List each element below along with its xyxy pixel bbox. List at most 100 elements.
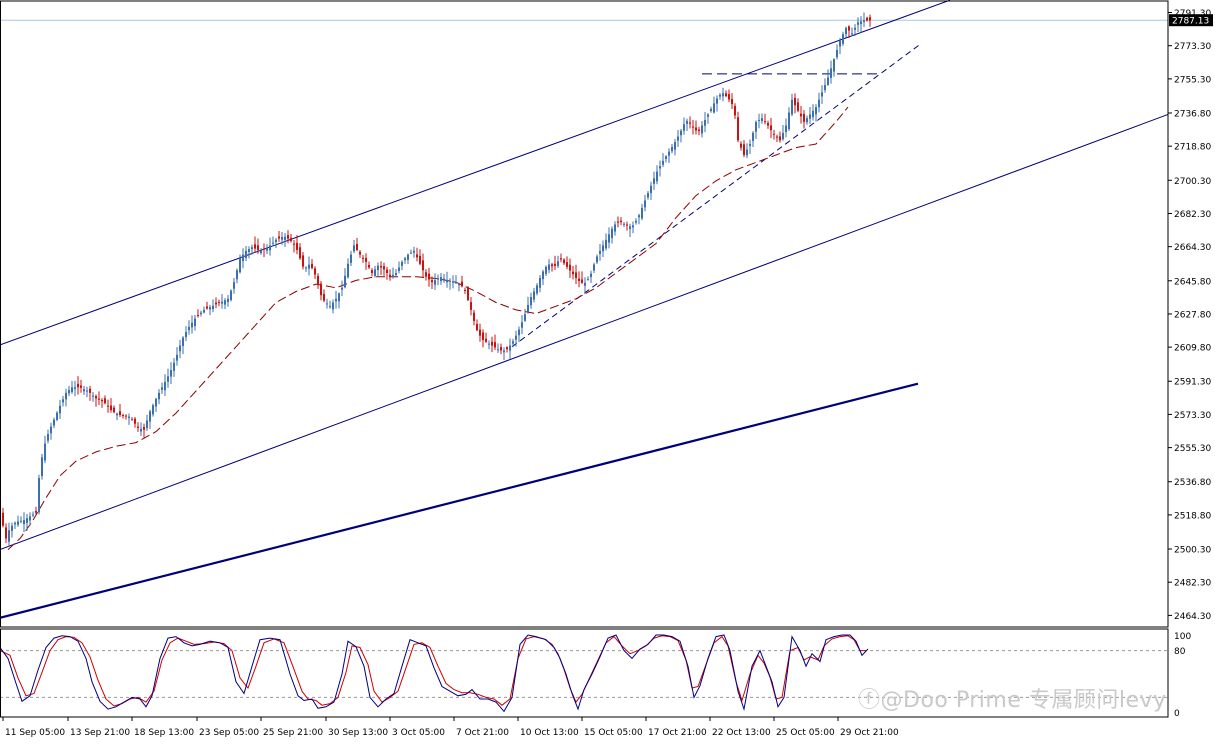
candle-up <box>248 249 250 253</box>
candle-down <box>113 407 115 413</box>
candle-up <box>497 349 499 351</box>
candle-down <box>365 258 367 262</box>
candle-down <box>797 102 799 111</box>
price-tick-label: 2500.30 <box>1174 546 1211 556</box>
candle-down <box>794 97 796 106</box>
channel-line-lower <box>0 113 1169 551</box>
candle-up <box>656 171 658 182</box>
candle-down <box>581 279 583 283</box>
candle-up <box>719 94 721 97</box>
candle-up <box>602 245 604 252</box>
candle-up <box>503 350 505 353</box>
candle-up <box>11 525 13 531</box>
candle-up <box>242 254 244 262</box>
price-tick-label: 2700.30 <box>1174 177 1211 187</box>
candle-down <box>383 266 385 270</box>
candle-up <box>557 261 559 266</box>
candle-up <box>662 160 664 165</box>
candle-down <box>215 302 217 305</box>
candle-down <box>125 415 127 417</box>
price-tick-label: 2536.80 <box>1174 478 1211 488</box>
candle-up <box>842 34 844 44</box>
candle-up <box>20 520 22 522</box>
candle-down <box>110 405 112 411</box>
candle-up <box>407 254 409 260</box>
stochastic-signal-line <box>0 635 866 707</box>
candle-up <box>524 314 526 321</box>
candle-up <box>335 298 337 302</box>
candle-up <box>839 40 841 47</box>
candle-up <box>200 312 202 315</box>
candle-up <box>50 426 52 434</box>
candle-up <box>827 77 829 85</box>
candle-down <box>740 143 742 148</box>
candle-up <box>446 279 448 283</box>
candle-up <box>449 280 451 282</box>
candle-up <box>281 237 283 240</box>
time-tick-label: 3 Oct 05:00 <box>392 728 445 738</box>
candle-up <box>140 428 142 432</box>
candle-down <box>77 383 79 388</box>
candle-up <box>353 245 355 252</box>
candle-up <box>182 337 184 346</box>
candle-up <box>65 392 67 400</box>
candle-up <box>269 245 271 251</box>
candle-down <box>137 426 139 428</box>
candle-up <box>788 112 790 130</box>
candle-up <box>152 405 154 415</box>
candle-up <box>251 247 253 250</box>
price-tick-label: 2645.80 <box>1174 277 1211 287</box>
candle-down <box>104 398 106 404</box>
candle-up <box>857 22 859 25</box>
candle-up <box>14 522 16 525</box>
current-price-badge <box>1169 14 1213 27</box>
candle-up <box>326 303 328 305</box>
candle-down <box>122 415 124 417</box>
candle-up <box>710 108 712 111</box>
candle-down <box>368 264 370 268</box>
candle-down <box>362 257 364 259</box>
candle-up <box>173 362 175 371</box>
candle-up <box>53 419 55 426</box>
candle-down <box>293 243 295 245</box>
candle-down <box>386 269 388 274</box>
candle-down <box>323 293 325 301</box>
candle-down <box>422 260 424 271</box>
candle-up <box>860 21 862 25</box>
candle-up <box>539 277 541 288</box>
candle-down <box>389 274 391 277</box>
candle-up <box>71 387 73 393</box>
candle-up <box>452 281 454 283</box>
candle-up <box>632 225 634 228</box>
candle-up <box>434 280 436 285</box>
candle-up <box>611 228 613 238</box>
price-tick-label: 2773.30 <box>1174 42 1211 52</box>
candle-up <box>545 266 547 274</box>
candle-up <box>746 149 748 156</box>
current-price-label: 2787.13 <box>1172 17 1209 27</box>
candle-up <box>815 107 817 115</box>
candle-up <box>644 200 646 208</box>
candle-down <box>101 399 103 402</box>
candle-up <box>674 142 676 150</box>
stochastic-main-line <box>0 634 869 713</box>
candle-up <box>41 457 43 477</box>
candle-up <box>665 156 667 159</box>
candle-down <box>218 301 220 303</box>
candle-down <box>764 121 766 123</box>
candle-down <box>776 136 778 138</box>
candle-down <box>302 255 304 267</box>
candle-down <box>431 280 433 283</box>
candle-up <box>344 275 346 288</box>
candle-up <box>830 68 832 78</box>
time-tick-label: 7 Oct 21:00 <box>456 728 509 738</box>
candle-up <box>647 193 649 198</box>
candle-up <box>338 293 340 302</box>
candle-down <box>380 265 382 268</box>
candle-up <box>305 267 307 269</box>
candle-up <box>650 185 652 194</box>
candle-down <box>119 411 121 415</box>
